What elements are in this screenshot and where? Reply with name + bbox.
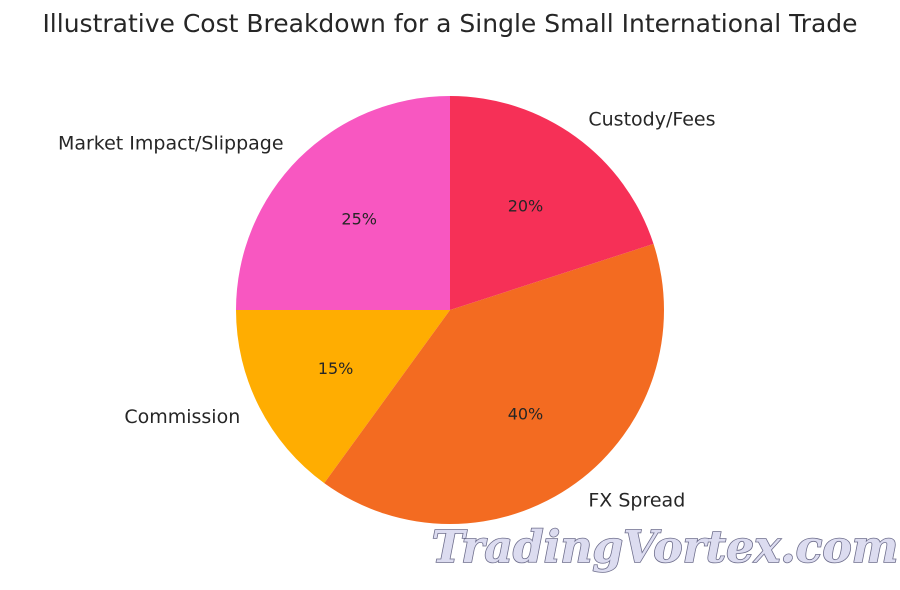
slice-label-custody-fees: Custody/Fees (588, 109, 715, 131)
slice-label-fx-spread: FX Spread (588, 489, 685, 511)
pct-label-commission: 15% (318, 359, 354, 378)
pct-label-fx-spread: 40% (508, 404, 544, 423)
slice-label-commission: Commission (124, 406, 240, 428)
pct-label-custody-fees: 20% (508, 197, 544, 216)
pie-slice-fx-spread (324, 243, 665, 524)
watermark: TradingVortex.com (431, 521, 899, 574)
pie-slices (236, 96, 665, 524)
pie-slice-market-impact-slippage (236, 96, 450, 310)
slice-label-market-impact-slippage: Market Impact/Slippage (58, 133, 284, 155)
pie-slice-custody-fees (450, 96, 654, 310)
chart-title: Illustrative Cost Breakdown for a Single… (42, 9, 857, 38)
pie-slice-commission (236, 310, 450, 484)
pie-labels: 25% Market Impact/Slippage 15% Commission 40… (58, 109, 716, 512)
watermark-text: TradingVortex.com (432, 522, 899, 573)
pct-label-market-impact-slippage: 25% (341, 210, 377, 229)
